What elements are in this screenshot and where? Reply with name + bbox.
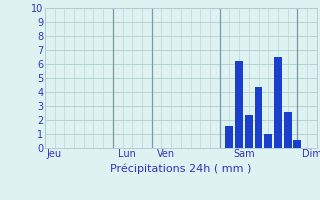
Bar <box>284 112 292 148</box>
Bar <box>264 134 272 148</box>
Bar <box>245 115 253 148</box>
Bar <box>293 140 301 148</box>
Bar <box>235 61 243 148</box>
Bar <box>255 87 262 148</box>
Bar <box>274 57 282 148</box>
X-axis label: Précipitations 24h ( mm ): Précipitations 24h ( mm ) <box>110 164 252 174</box>
Bar <box>226 126 233 148</box>
